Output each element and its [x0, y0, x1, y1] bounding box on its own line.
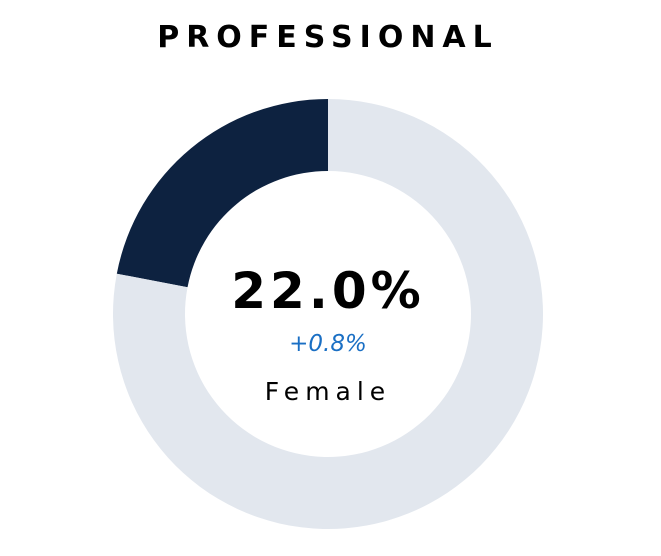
- donut-slice-other: [112, 99, 543, 529]
- chart-title: PROFESSIONAL: [157, 20, 499, 55]
- center-label: Female: [264, 377, 392, 406]
- center-change: +0.8%: [289, 331, 367, 357]
- donut-slice-female: [116, 99, 328, 288]
- center-value: 22.0%: [231, 262, 425, 320]
